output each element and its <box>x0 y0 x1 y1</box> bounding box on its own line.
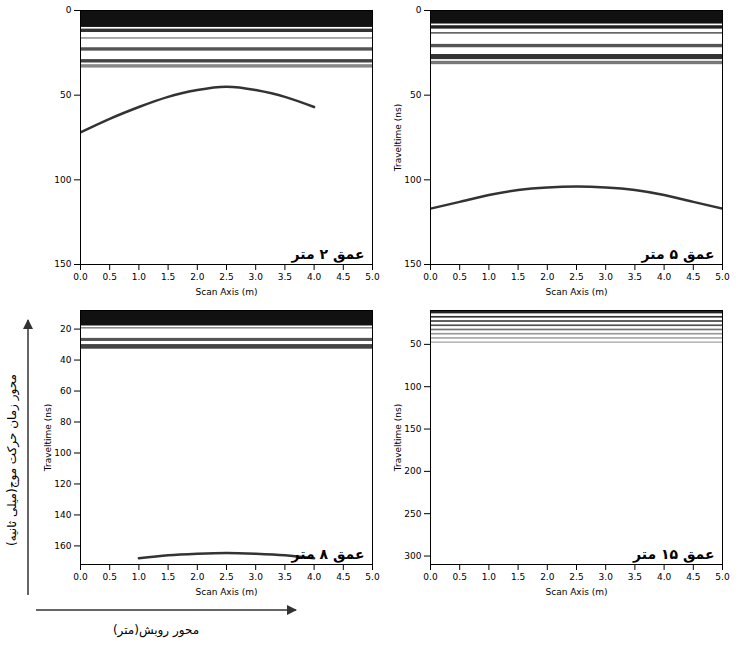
svg-text:0.0: 0.0 <box>73 572 88 582</box>
svg-text:160: 160 <box>54 541 71 551</box>
svg-text:4.5: 4.5 <box>336 272 350 282</box>
svg-text:0.5: 0.5 <box>453 572 467 582</box>
svg-text:2.0: 2.0 <box>190 572 205 582</box>
svg-text:0.0: 0.0 <box>423 272 438 282</box>
svg-text:4.0: 4.0 <box>657 572 672 582</box>
svg-text:2.5: 2.5 <box>219 272 233 282</box>
svg-text:50: 50 <box>410 339 422 349</box>
svg-text:150: 150 <box>54 259 71 269</box>
svg-text:2.0: 2.0 <box>190 272 205 282</box>
svg-text:1.5: 1.5 <box>161 272 175 282</box>
svg-text:عمق ۲ متر: عمق ۲ متر <box>291 246 365 263</box>
svg-text:50: 50 <box>410 90 422 100</box>
svg-text:2.0: 2.0 <box>540 572 555 582</box>
svg-text:200: 200 <box>404 466 421 476</box>
svg-text:3.5: 3.5 <box>278 272 292 282</box>
svg-text:20: 20 <box>60 324 72 334</box>
svg-text:Traveltime (ns): Traveltime (ns) <box>43 404 53 472</box>
svg-text:2.5: 2.5 <box>569 272 583 282</box>
svg-text:0.0: 0.0 <box>73 272 88 282</box>
svg-text:1.0: 1.0 <box>132 272 147 282</box>
svg-text:5.0: 5.0 <box>365 572 380 582</box>
svg-text:Traveltime (ns): Traveltime (ns) <box>393 404 403 472</box>
svg-text:300: 300 <box>404 551 421 561</box>
svg-text:4.5: 4.5 <box>336 572 350 582</box>
svg-text:Scan Axis (m): Scan Axis (m) <box>545 587 607 597</box>
svg-text:عمق ۵ متر: عمق ۵ متر <box>641 246 715 263</box>
svg-text:3.5: 3.5 <box>628 572 642 582</box>
svg-text:2.5: 2.5 <box>569 572 583 582</box>
svg-text:0: 0 <box>416 5 422 15</box>
svg-text:100: 100 <box>54 175 71 185</box>
svg-text:1.5: 1.5 <box>511 272 525 282</box>
svg-text:عمق ۱۵ متر: عمق ۱۵ متر <box>632 546 715 563</box>
svg-text:5.0: 5.0 <box>715 572 730 582</box>
svg-text:3.0: 3.0 <box>249 572 264 582</box>
svg-text:60: 60 <box>60 386 72 396</box>
svg-text:محور روبش(متر): محور روبش(متر) <box>113 623 199 638</box>
svg-text:150: 150 <box>404 259 421 269</box>
svg-text:100: 100 <box>54 448 71 458</box>
svg-text:2.0: 2.0 <box>540 272 555 282</box>
svg-text:3.5: 3.5 <box>628 272 642 282</box>
svg-text:1.0: 1.0 <box>482 572 497 582</box>
svg-text:100: 100 <box>404 175 421 185</box>
svg-text:4.0: 4.0 <box>657 272 672 282</box>
svg-text:0.5: 0.5 <box>453 272 467 282</box>
svg-text:250: 250 <box>404 509 421 519</box>
svg-text:3.0: 3.0 <box>599 572 614 582</box>
svg-text:5.0: 5.0 <box>715 272 730 282</box>
svg-text:1.0: 1.0 <box>482 272 497 282</box>
svg-text:4.5: 4.5 <box>686 572 700 582</box>
svg-text:Scan Axis (m): Scan Axis (m) <box>195 287 257 297</box>
svg-text:4.0: 4.0 <box>307 272 322 282</box>
svg-text:4.5: 4.5 <box>686 272 700 282</box>
svg-text:5.0: 5.0 <box>365 272 380 282</box>
svg-text:1.5: 1.5 <box>511 572 525 582</box>
svg-text:0: 0 <box>66 5 72 15</box>
svg-text:محور زمان حرکت موج(میلی ثانیه): محور زمان حرکت موج(میلی ثانیه) <box>5 374 20 546</box>
svg-text:4.0: 4.0 <box>307 572 322 582</box>
svg-text:0.5: 0.5 <box>103 272 117 282</box>
svg-text:0.0: 0.0 <box>423 572 438 582</box>
svg-text:100: 100 <box>404 382 421 392</box>
svg-text:2.5: 2.5 <box>219 572 233 582</box>
svg-text:1.0: 1.0 <box>132 572 147 582</box>
svg-text:40: 40 <box>60 355 72 365</box>
svg-text:عمق ۸ متر: عمق ۸ متر <box>291 546 365 563</box>
svg-text:Scan Axis (m): Scan Axis (m) <box>195 587 257 597</box>
svg-text:3.0: 3.0 <box>599 272 614 282</box>
svg-text:3.0: 3.0 <box>249 272 264 282</box>
svg-text:1.5: 1.5 <box>161 572 175 582</box>
svg-text:Traveltime (ns): Traveltime (ns) <box>393 104 403 172</box>
svg-text:50: 50 <box>60 90 72 100</box>
svg-text:120: 120 <box>54 479 71 489</box>
svg-text:150: 150 <box>404 424 421 434</box>
svg-text:140: 140 <box>54 510 71 520</box>
svg-text:0.5: 0.5 <box>103 572 117 582</box>
svg-text:80: 80 <box>60 417 72 427</box>
svg-text:3.5: 3.5 <box>278 572 292 582</box>
svg-text:Scan Axis (m): Scan Axis (m) <box>545 287 607 297</box>
